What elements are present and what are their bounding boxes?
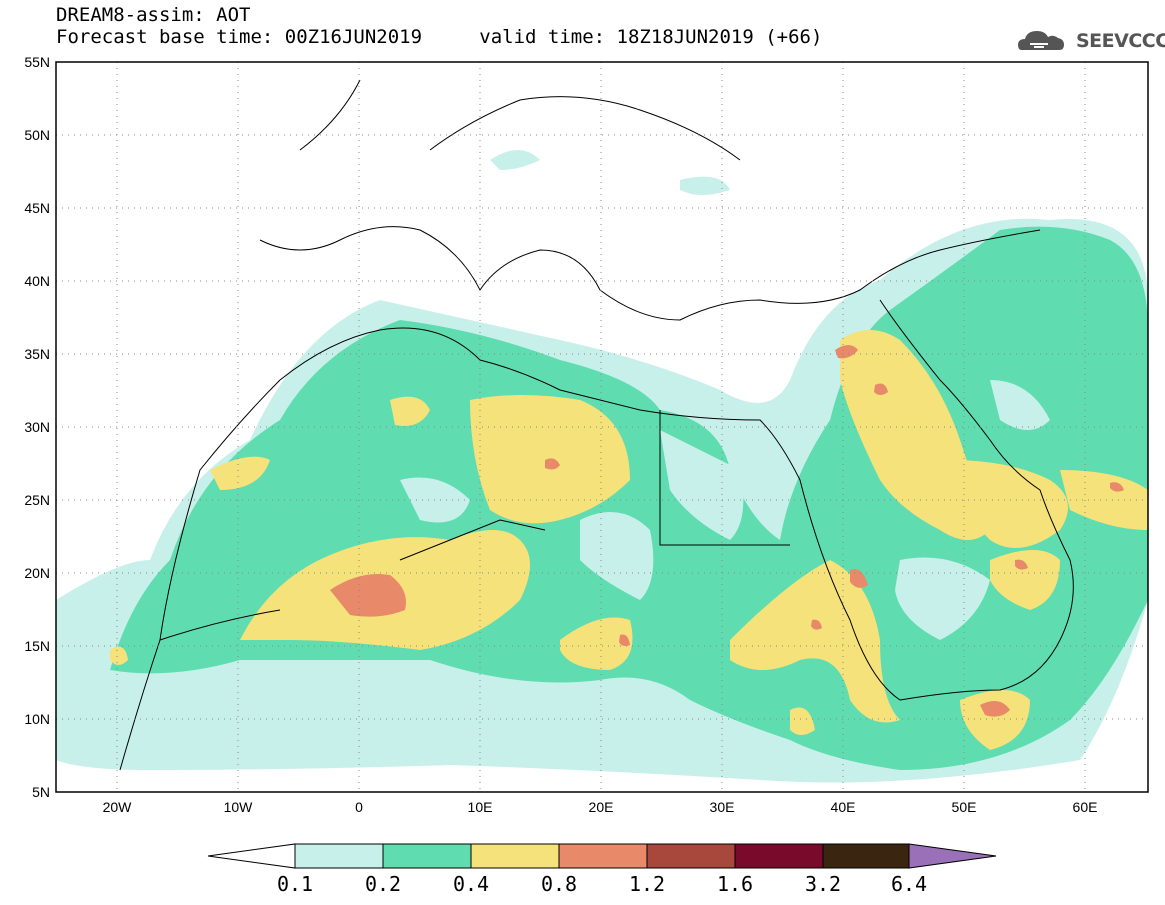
- colorbar-label: 0.8: [540, 872, 578, 896]
- colorbar-swatch: [382, 843, 472, 869]
- lon-label: 40E: [831, 799, 856, 815]
- valid-time: valid time: 18Z18JUN2019 (+66): [479, 26, 823, 48]
- lon-label: 10E: [468, 799, 493, 815]
- colorbar-label: 0.2: [364, 872, 402, 896]
- colorbar: [207, 843, 997, 869]
- lat-label: 45N: [24, 200, 50, 216]
- lon-label: 30E: [710, 799, 735, 815]
- graticule: [56, 62, 1148, 792]
- colorbar-label: 1.6: [716, 872, 754, 896]
- lon-label: 20E: [589, 799, 614, 815]
- lat-label: 25N: [24, 492, 50, 508]
- colorbar-low-arrow: [207, 843, 296, 869]
- lat-label: 5N: [32, 784, 50, 800]
- colorbar-swatch: [294, 843, 384, 869]
- lat-label: 55N: [24, 54, 50, 70]
- lon-labels: 20W 10W 0 10E 20E 30E 40E 50E 60E: [103, 799, 1098, 815]
- seevccc-logo: SEEVCCC: [1016, 24, 1165, 60]
- colorbar-swatch: [822, 843, 910, 869]
- lat-label: 35N: [24, 346, 50, 362]
- colorbar-label: 0.4: [452, 872, 490, 896]
- colorbar-swatch: [470, 843, 560, 869]
- aot-field: [56, 62, 1148, 792]
- colorbar-high-arrow: [908, 843, 997, 869]
- lat-labels: 55N 50N 45N 40N 35N 30N 25N 20N 15N 10N …: [24, 54, 50, 800]
- lat-label: 40N: [24, 273, 50, 289]
- colorbar-label: 6.4: [890, 872, 928, 896]
- lat-label: 10N: [24, 711, 50, 727]
- colorbar-label: 3.2: [804, 872, 842, 896]
- colorbar-swatch: [646, 843, 736, 869]
- lon-label: 20W: [103, 799, 133, 815]
- lat-label: 50N: [24, 127, 50, 143]
- map-frame: [55, 61, 1149, 793]
- colorbar-label: 0.1: [276, 872, 314, 896]
- colorbar-swatch: [734, 843, 824, 869]
- lon-label: 60E: [1073, 799, 1098, 815]
- colorbar-label: 1.2: [628, 872, 666, 896]
- forecast-times: Forecast base time: 00Z16JUN2019 valid t…: [56, 27, 822, 47]
- lon-label: 10W: [224, 799, 254, 815]
- map-title: DREAM8-assim: AOT: [56, 4, 251, 26]
- lat-label: 15N: [24, 638, 50, 654]
- lon-label: 50E: [952, 799, 977, 815]
- cloud-icon: [1018, 31, 1064, 50]
- lat-label: 30N: [24, 419, 50, 435]
- logo-text: SEEVCCC: [1076, 30, 1165, 52]
- lat-label: 20N: [24, 565, 50, 581]
- lon-label: 0: [355, 799, 363, 815]
- colorbar-swatch: [558, 843, 648, 869]
- base-time: Forecast base time: 00Z16JUN2019: [56, 26, 423, 48]
